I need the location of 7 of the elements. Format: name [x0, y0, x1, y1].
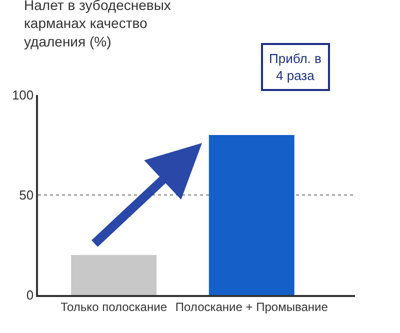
y-tick-label: 0: [26, 288, 34, 303]
y-tick-label: 50: [19, 188, 34, 203]
y-tick-label: 100: [12, 88, 34, 103]
chart-title: Налет в зубодесневых карманах качество удаления (%): [24, 0, 171, 50]
x-tick-label: Полоскание + Промывание: [175, 300, 328, 314]
x-tick-label: Только полоскание: [60, 300, 168, 314]
text: Прибл. в 4 раза: [269, 51, 322, 83]
